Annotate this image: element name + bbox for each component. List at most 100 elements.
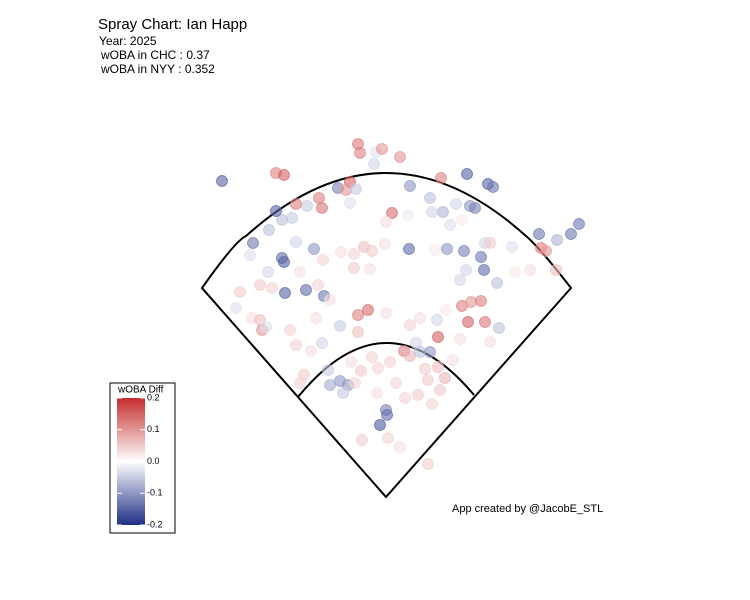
hit-point bbox=[366, 245, 378, 257]
hit-point bbox=[506, 241, 518, 253]
hit-point bbox=[216, 175, 228, 187]
hit-point bbox=[437, 206, 449, 218]
hit-point bbox=[435, 172, 447, 184]
hit-point bbox=[487, 181, 499, 193]
hit-point bbox=[301, 200, 313, 212]
hit-point bbox=[372, 362, 384, 374]
hit-point bbox=[340, 184, 352, 196]
hit-point bbox=[444, 219, 456, 231]
hit-point bbox=[310, 312, 322, 324]
hit-point bbox=[491, 277, 503, 289]
hit-point bbox=[263, 224, 275, 236]
hit-point bbox=[454, 333, 466, 345]
legend-tick-label: 0.2 bbox=[147, 392, 160, 402]
hit-point bbox=[286, 212, 298, 224]
hit-point bbox=[533, 228, 545, 240]
hit-point bbox=[380, 216, 392, 228]
hit-point bbox=[412, 389, 424, 401]
hit-point bbox=[439, 372, 451, 384]
hit-point bbox=[384, 356, 396, 368]
hit-point bbox=[368, 158, 380, 170]
hit-point bbox=[352, 326, 364, 338]
hit-point bbox=[399, 392, 411, 404]
hit-point bbox=[456, 214, 468, 226]
hit-point bbox=[429, 244, 441, 256]
hit-point bbox=[348, 262, 360, 274]
hit-point bbox=[305, 345, 317, 357]
hit-point bbox=[524, 264, 536, 276]
hit-point bbox=[349, 377, 361, 389]
hit-point bbox=[308, 243, 320, 255]
hit-point bbox=[460, 264, 472, 276]
legend-tick-label: 0.0 bbox=[147, 456, 160, 466]
hit-point bbox=[404, 319, 416, 331]
hit-point bbox=[461, 168, 473, 180]
hit-point bbox=[350, 183, 362, 195]
hit-point bbox=[278, 169, 290, 181]
hit-point bbox=[475, 295, 487, 307]
hit-point bbox=[540, 245, 552, 257]
hit-point bbox=[337, 387, 349, 399]
hit-point bbox=[294, 266, 306, 278]
hit-point bbox=[458, 245, 470, 257]
legend-tick-label: -0.1 bbox=[147, 488, 163, 498]
hit-point bbox=[344, 197, 356, 209]
hit-point bbox=[484, 336, 496, 348]
hit-point bbox=[316, 337, 328, 349]
hit-point bbox=[573, 218, 585, 230]
subtitle: wOBA in NYY : 0.352 bbox=[100, 62, 215, 76]
hit-point bbox=[334, 320, 346, 332]
infield-arc bbox=[297, 342, 475, 398]
hit-point bbox=[432, 361, 444, 373]
hit-point bbox=[550, 264, 562, 276]
legend-tick-label: 0.1 bbox=[147, 424, 160, 434]
hit-point bbox=[364, 263, 376, 275]
hit-point bbox=[390, 377, 402, 389]
hit-point bbox=[434, 384, 446, 396]
hit-point bbox=[386, 207, 398, 219]
hit-point bbox=[284, 324, 296, 336]
legend-title: wOBA Diff bbox=[117, 385, 164, 396]
hit-point bbox=[379, 238, 391, 250]
hit-point bbox=[484, 237, 496, 249]
hit-point bbox=[348, 248, 360, 260]
hit-point bbox=[402, 209, 414, 221]
hit-point bbox=[234, 286, 246, 298]
hit-point bbox=[262, 266, 274, 278]
hit-point bbox=[244, 249, 256, 261]
hit-point bbox=[422, 458, 434, 470]
hit-point bbox=[324, 294, 336, 306]
chart-title: Spray Chart: Ian Happ bbox=[98, 16, 247, 33]
hit-point bbox=[313, 192, 325, 204]
hit-point bbox=[454, 274, 466, 286]
subtitle: Year: 2025 bbox=[99, 34, 157, 48]
hit-point bbox=[469, 202, 481, 214]
hit-point bbox=[371, 387, 383, 399]
annotation: App created by @JacobE_STL bbox=[452, 503, 603, 515]
hit-point bbox=[290, 236, 302, 248]
hit-point bbox=[362, 304, 374, 316]
hit-point bbox=[551, 234, 563, 246]
hit-point bbox=[422, 374, 434, 386]
hit-point bbox=[316, 202, 328, 214]
hit-point bbox=[493, 322, 505, 334]
hit-point bbox=[376, 143, 388, 155]
hit-point bbox=[276, 214, 288, 226]
hit-point bbox=[431, 314, 443, 326]
hit-point bbox=[424, 346, 436, 358]
hit-point bbox=[317, 254, 329, 266]
hit-point bbox=[366, 351, 378, 363]
hit-point bbox=[278, 256, 290, 268]
hit-point bbox=[394, 151, 406, 163]
hit-point bbox=[300, 284, 312, 296]
hit-point bbox=[432, 331, 444, 343]
hit-point bbox=[479, 316, 491, 328]
hit-point bbox=[441, 243, 453, 255]
subtitle: wOBA in CHC : 0.37 bbox=[100, 48, 210, 62]
hit-point bbox=[382, 432, 394, 444]
hit-point bbox=[352, 309, 364, 321]
hit-point bbox=[356, 434, 368, 446]
hit-point bbox=[440, 304, 452, 316]
hit-point bbox=[354, 147, 366, 159]
